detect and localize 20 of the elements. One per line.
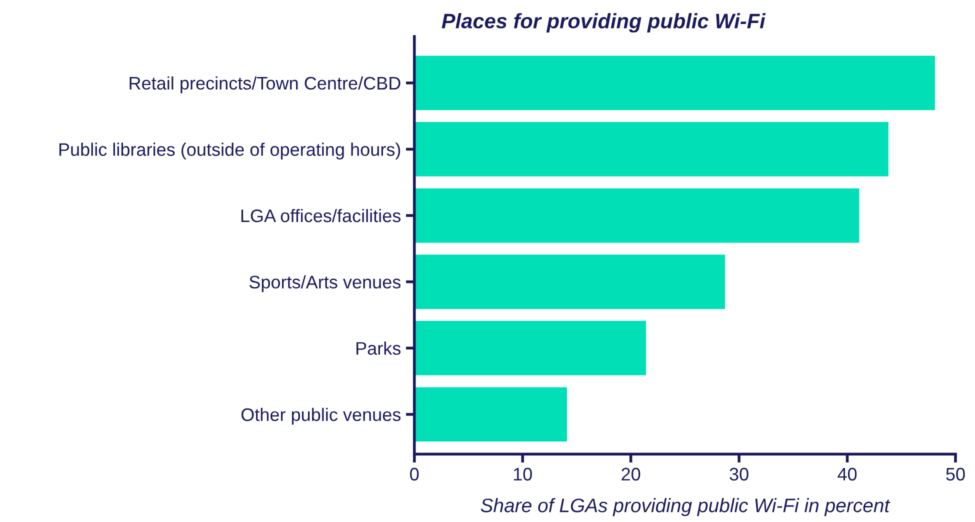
y-tick-label: Sports/Arts venues bbox=[249, 275, 401, 292]
x-tick-label: 50 bbox=[946, 468, 965, 481]
x-tick-label: 0 bbox=[410, 468, 419, 481]
bar bbox=[414, 122, 888, 176]
y-tick-label: Retail precincts/Town Centre/CBD bbox=[130, 76, 400, 94]
bar bbox=[414, 188, 860, 243]
x-tick-label: 10 bbox=[514, 468, 532, 481]
bar bbox=[414, 320, 646, 376]
y-tick-label: Parks bbox=[356, 342, 401, 355]
x-axis-title: Share of LGAs providing public Wi-Fi in percent bbox=[480, 498, 890, 516]
x-tick-label: 20 bbox=[622, 468, 640, 481]
y-tick-label: Public libraries (outside of operating hours) bbox=[59, 142, 400, 160]
y-tick-label: Other public venues bbox=[241, 408, 401, 425]
x-tick-label: 30 bbox=[730, 468, 748, 481]
bar bbox=[414, 387, 567, 442]
x-tick-label: 40 bbox=[838, 468, 857, 481]
chart-title: Places for providing public Wi-Fi bbox=[442, 13, 766, 33]
bar bbox=[414, 56, 935, 110]
bar bbox=[414, 254, 725, 309]
y-tick-label: LGA offices/facilities bbox=[241, 208, 401, 222]
